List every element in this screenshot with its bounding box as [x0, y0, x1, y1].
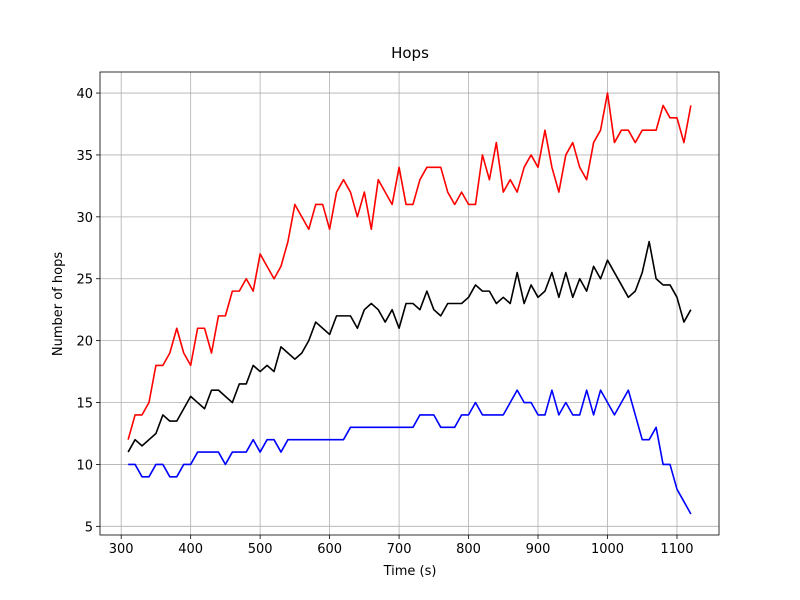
y-tick-label: 10 [76, 458, 93, 473]
x-axis-label: Time (s) [383, 564, 437, 579]
y-tick-label: 20 [76, 335, 93, 350]
y-tick-label: 35 [76, 149, 93, 164]
x-tick-label: 700 [387, 542, 412, 557]
y-tick-label: 5 [85, 520, 93, 535]
y-axis-label: Number of hops [51, 252, 66, 356]
y-tick-label: 25 [76, 273, 93, 288]
y-tick-label: 40 [76, 87, 93, 102]
x-tick-label: 1000 [591, 542, 624, 557]
y-tick-label: 15 [76, 397, 93, 412]
x-tick-label: 500 [248, 542, 273, 557]
x-tick-label: 800 [456, 542, 481, 557]
x-tick-label: 1100 [660, 542, 693, 557]
x-tick-label: 300 [109, 542, 134, 557]
x-tick-label: 600 [317, 542, 342, 557]
series-line [127, 92, 692, 440]
series-line [127, 240, 692, 453]
y-tick-label: 30 [76, 211, 93, 226]
chart-title: Hops [391, 44, 429, 62]
plot-frame [99, 71, 720, 536]
series-line [128, 389, 692, 515]
x-tick-label: 900 [526, 542, 551, 557]
x-tick-label: 400 [178, 542, 203, 557]
